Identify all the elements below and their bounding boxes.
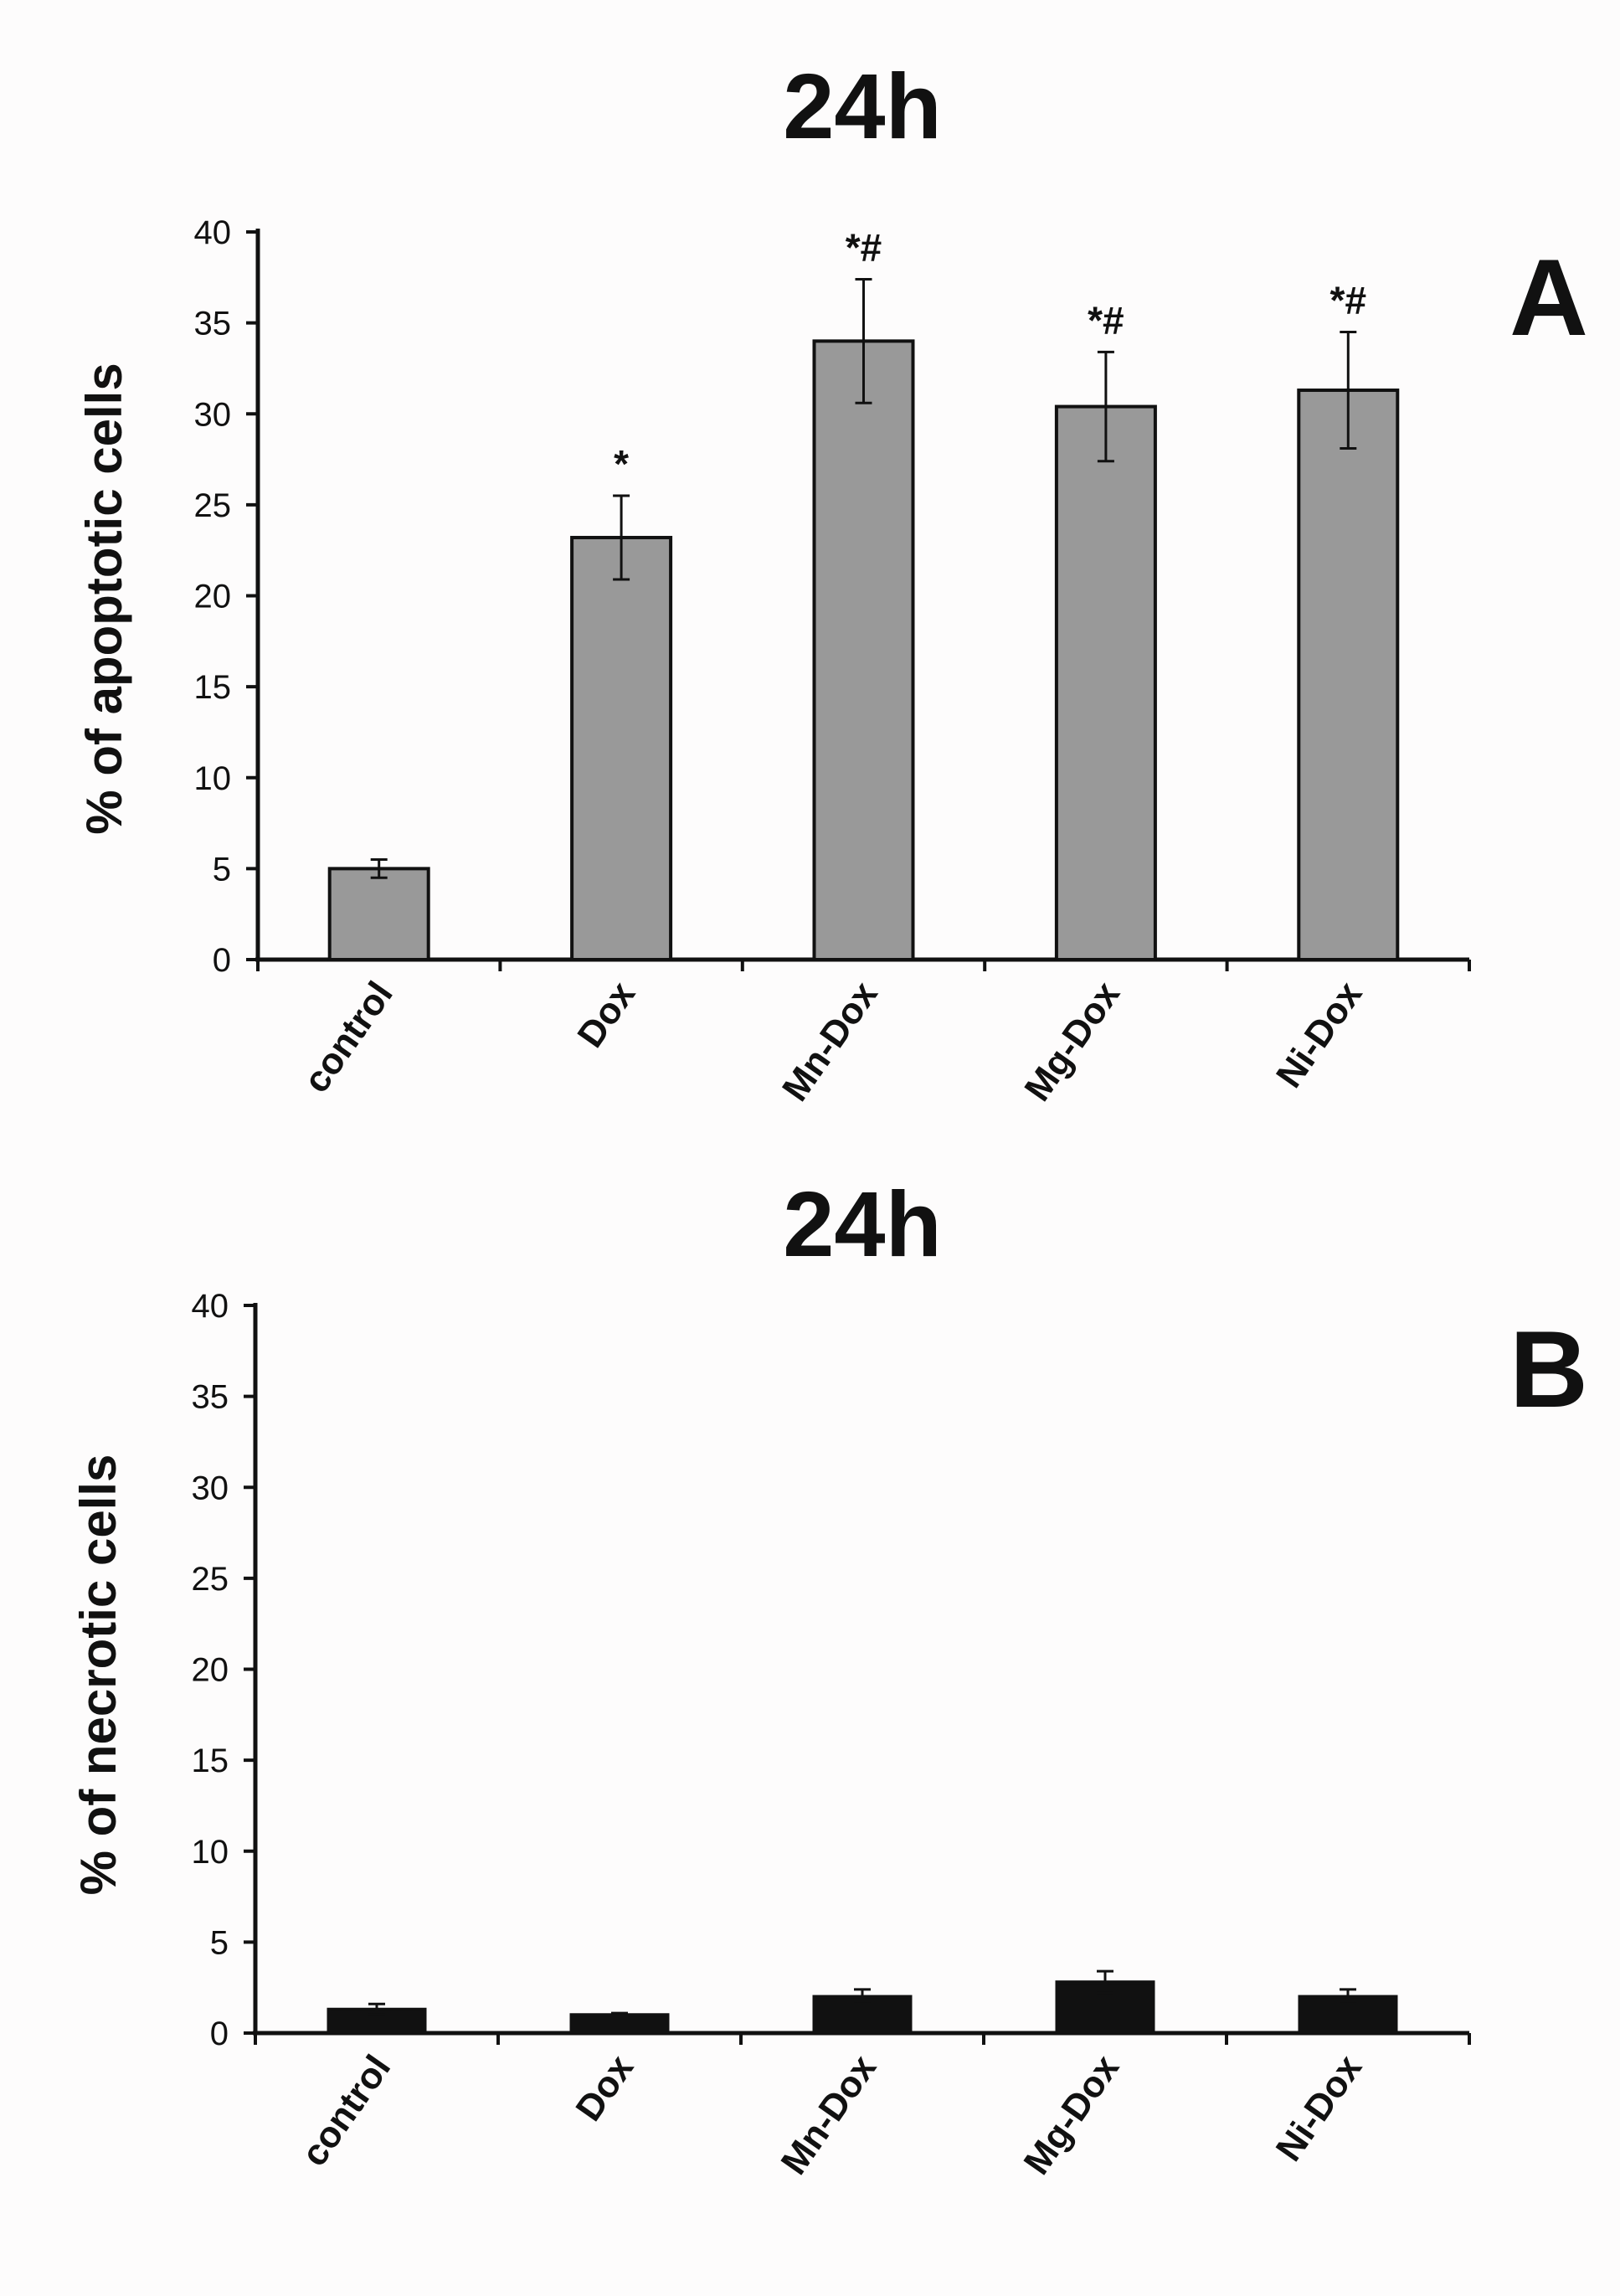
panel-a-y-tick-label: 15 bbox=[194, 669, 232, 706]
panel-a-y-axis-label: % of apoptotic cells bbox=[76, 363, 132, 834]
panel-b-x-tick-label: Dox bbox=[568, 2047, 641, 2129]
panel-b-x-tick-label: Ni-Dox bbox=[1268, 2047, 1371, 2169]
panel-b-y-tick-label: 40 bbox=[192, 1288, 229, 1325]
panel-b-y-tick-label: 35 bbox=[192, 1379, 229, 1416]
panel-a-chart: 24h A % of apoptotic cells 0 5 10 15 20 25 30 3… bbox=[76, 55, 1588, 1109]
panel-a-error-bar bbox=[1340, 330, 1357, 450]
panel-b-letter: B bbox=[1509, 1308, 1588, 1430]
panel-a-x-tick-label: Mg-Dox bbox=[1016, 974, 1128, 1109]
panel-a-title: 24h bbox=[783, 55, 942, 158]
panel-b-error-bar bbox=[611, 2011, 628, 2018]
panel-a-error-bar bbox=[1097, 350, 1114, 463]
panel-a-x-tick-label: Ni-Dox bbox=[1268, 974, 1371, 1095]
panel-b-y-axis-label: % of necrotic cells bbox=[70, 1454, 126, 1896]
panel-a-y-tick-label: 20 bbox=[194, 579, 232, 615]
panel-b-error-bar bbox=[368, 2002, 385, 2016]
panel-a-x-tick-label: control bbox=[296, 975, 401, 1100]
panel-b-y-tick-label: 25 bbox=[192, 1561, 229, 1598]
panel-a-y-tick-label: 25 bbox=[194, 487, 232, 524]
panel-a-bar-dox bbox=[570, 535, 673, 961]
panel-a-y-tick-label: 0 bbox=[213, 942, 231, 979]
panel-a-x-tick-label: Mn-Dox bbox=[774, 974, 886, 1109]
panel-a-y-tick-label: 5 bbox=[213, 851, 231, 888]
panel-b-y-tick-label: 30 bbox=[192, 1470, 229, 1506]
panel-a-significance-label: * bbox=[614, 442, 629, 486]
panel-a-y-tick-label: 30 bbox=[194, 396, 232, 433]
panel-b-y-tick-label: 20 bbox=[192, 1652, 229, 1689]
panel-a-significance-label: *# bbox=[846, 225, 882, 269]
panel-b-y-tick-label: 15 bbox=[192, 1743, 229, 1779]
panel-b-bar-control bbox=[327, 2007, 427, 2036]
panel-a-bar-control bbox=[327, 867, 430, 961]
panel-a-y-tick-label: 10 bbox=[194, 760, 232, 797]
panel-b-x-tick-label: Mg-Dox bbox=[1016, 2047, 1128, 2182]
panel-b-y-tick-label: 10 bbox=[192, 1834, 229, 1871]
panel-b-x-tick-label: control bbox=[294, 2048, 399, 2174]
panel-b-y-tick-label: 5 bbox=[210, 1924, 229, 1961]
panel-a-bar-ni-dox bbox=[1297, 389, 1400, 961]
panel-a-y-tick-label: 40 bbox=[194, 214, 232, 251]
panel-a-error-bar bbox=[370, 858, 388, 879]
panel-a-significance-label: *# bbox=[1088, 298, 1124, 342]
panel-b-title: 24h bbox=[783, 1173, 942, 1276]
panel-a-x-tick-label: Dox bbox=[569, 974, 643, 1055]
panel-a-error-bar bbox=[855, 277, 872, 404]
panel-a-bar-mn-dox bbox=[812, 339, 915, 962]
panel-b-x-tick-label: Mn-Dox bbox=[774, 2047, 885, 2182]
panel-a-significance-label: *# bbox=[1330, 278, 1366, 322]
panel-a-bar-mg-dox bbox=[1054, 404, 1157, 961]
panel-b-error-bar bbox=[854, 1988, 871, 2005]
panel-b-error-bar bbox=[1340, 1988, 1356, 2005]
panel-a-letter: A bbox=[1509, 236, 1588, 358]
panel-b-y-tick-label: 0 bbox=[210, 2015, 229, 2052]
panel-b-chart: 24h B % of necrotic cells 0 5 10 15 20 25 30 35… bbox=[70, 1173, 1588, 2182]
panel-a-y-tick-label: 35 bbox=[194, 306, 232, 342]
panel-b-error-bar bbox=[1097, 1969, 1113, 1995]
panel-a-error-bar bbox=[613, 494, 630, 581]
